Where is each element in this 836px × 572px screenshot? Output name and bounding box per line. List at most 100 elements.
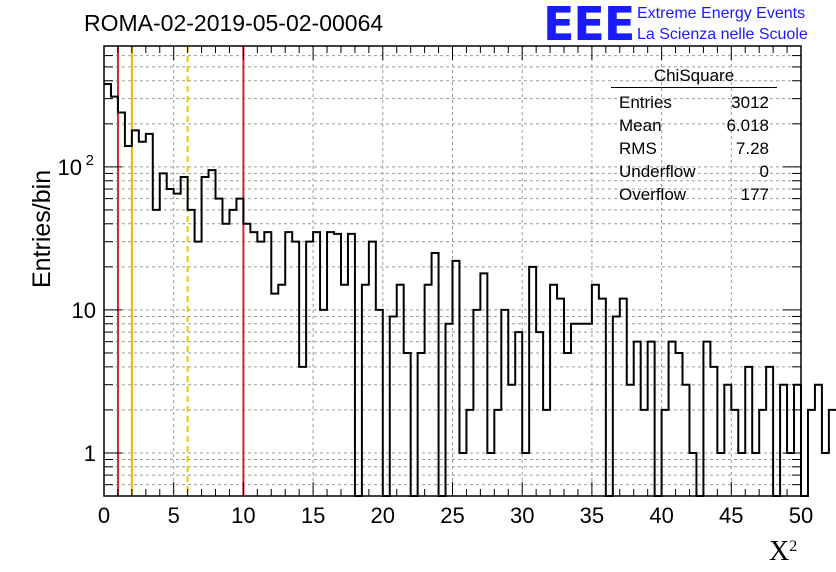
- y-tick-label: 10: [58, 155, 82, 180]
- histogram-bin: [222, 224, 229, 496]
- histogram-bin: [724, 385, 731, 496]
- histogram-bin: [529, 267, 536, 496]
- histogram-bin: [432, 253, 439, 496]
- histogram-bin: [473, 310, 480, 496]
- x-tick-label: 45: [719, 503, 743, 528]
- histogram-bin: [508, 385, 515, 496]
- histogram-bin: [550, 285, 557, 496]
- histogram-bin: [257, 242, 264, 496]
- histogram-bin: [794, 385, 801, 496]
- axis-ticks: [103, 46, 802, 496]
- x-tick-label: 15: [301, 503, 325, 528]
- histogram-bin: [125, 146, 132, 496]
- histogram-bin: [216, 199, 223, 496]
- histogram-bin: [369, 242, 376, 496]
- histogram-bin: [404, 353, 411, 496]
- histogram-bin: [683, 385, 690, 496]
- histogram-bin: [564, 353, 571, 496]
- histogram-bin: [662, 410, 669, 496]
- histogram-bin: [780, 385, 787, 496]
- histogram-bin: [278, 285, 285, 496]
- reference-lines: [116, 46, 245, 496]
- stats-row-overflow: Overflow 177: [611, 183, 777, 206]
- histogram-bin: [264, 232, 271, 496]
- histogram-bin: [362, 285, 369, 496]
- histogram-bin: [299, 367, 306, 496]
- histogram-bin: [292, 242, 299, 496]
- histogram-bin: [306, 242, 313, 496]
- x-axis-label-superscript: 2: [789, 538, 798, 555]
- histogram-bin: [669, 342, 676, 496]
- histogram-bin: [717, 453, 724, 496]
- histogram-bin: [766, 367, 773, 496]
- histogram-bin: [118, 112, 125, 496]
- eee-logo: EEE: [543, 0, 635, 51]
- stats-value: 7.28: [735, 139, 769, 158]
- histogram-bin: [466, 410, 473, 496]
- histogram-bin: [578, 324, 585, 496]
- histogram-bin: [390, 316, 397, 496]
- x-tick-label: 20: [371, 503, 395, 528]
- histogram-bin: [480, 273, 487, 496]
- histogram-bin: [738, 453, 745, 496]
- histogram-bin: [808, 410, 815, 496]
- stats-value: 177: [740, 185, 769, 204]
- histogram-bin: [446, 324, 453, 496]
- histogram-bin: [515, 332, 522, 496]
- histogram-bin: [250, 232, 257, 496]
- histogram-bin: [585, 324, 592, 496]
- stats-label: Underflow: [619, 162, 696, 181]
- histogram-bin: [348, 234, 355, 496]
- histogram-bin: [731, 410, 738, 496]
- x-tick-label: 35: [580, 503, 604, 528]
- histogram-bin: [320, 310, 327, 496]
- x-tick-label: 25: [440, 503, 464, 528]
- histogram-bin: [229, 210, 236, 496]
- histogram-bin: [689, 453, 696, 496]
- histogram-bin: [139, 142, 146, 496]
- stats-value: 6.018: [726, 116, 769, 135]
- x-tick-label: 0: [98, 503, 110, 528]
- stats-row-underflow: Underflow 0: [611, 160, 777, 183]
- histogram-bin: [641, 410, 648, 496]
- chart-title: ROMA-02-2019-05-02-00064: [84, 10, 384, 36]
- histogram-bin: [341, 285, 348, 496]
- histogram-bin: [752, 453, 759, 496]
- histogram-bin: [676, 353, 683, 496]
- histogram-bin: [557, 299, 564, 496]
- stats-row-entries: Entries 3012: [611, 91, 777, 114]
- histogram-bin: [459, 453, 466, 496]
- stats-title: ChiSquare: [611, 66, 777, 88]
- histogram-bin: [829, 410, 836, 496]
- x-tick-label: 30: [510, 503, 534, 528]
- y-tick-label-exponent: 2: [86, 152, 94, 169]
- histogram-bin: [146, 134, 153, 496]
- logo-line-2: La Scienza nelle Scuole: [637, 26, 808, 43]
- histogram-bin: [536, 332, 543, 496]
- stats-box: ChiSquare Entries 3012 Mean 6.018 RMS 7.28 …: [611, 66, 777, 206]
- histogram-bin: [104, 84, 111, 496]
- histogram-bin: [334, 234, 341, 496]
- histogram-bin: [167, 189, 174, 496]
- histogram-bin: [132, 130, 139, 496]
- x-axis-label-base: X: [769, 536, 790, 567]
- histogram-bin: [181, 177, 188, 496]
- histogram-bin: [745, 367, 752, 496]
- x-tick-labels: 0 5 10 15 20 25 30 35 40 45 50: [98, 503, 813, 528]
- histogram-bin: [599, 299, 606, 496]
- histogram-bin: [543, 410, 550, 496]
- histogram-bin: [195, 242, 202, 496]
- histogram-bin: [376, 310, 383, 496]
- histogram-bin: [822, 453, 829, 496]
- histogram-bin: [153, 210, 160, 496]
- histogram-bin: [285, 232, 292, 496]
- histogram-bin: [160, 173, 167, 496]
- y-tick-label: 1: [84, 441, 96, 466]
- histogram-bin: [501, 310, 508, 496]
- stats-label: Mean: [619, 116, 662, 135]
- histogram-bin: [571, 324, 578, 496]
- x-tick-label: 50: [789, 503, 813, 528]
- x-axis-label: X2: [769, 536, 797, 568]
